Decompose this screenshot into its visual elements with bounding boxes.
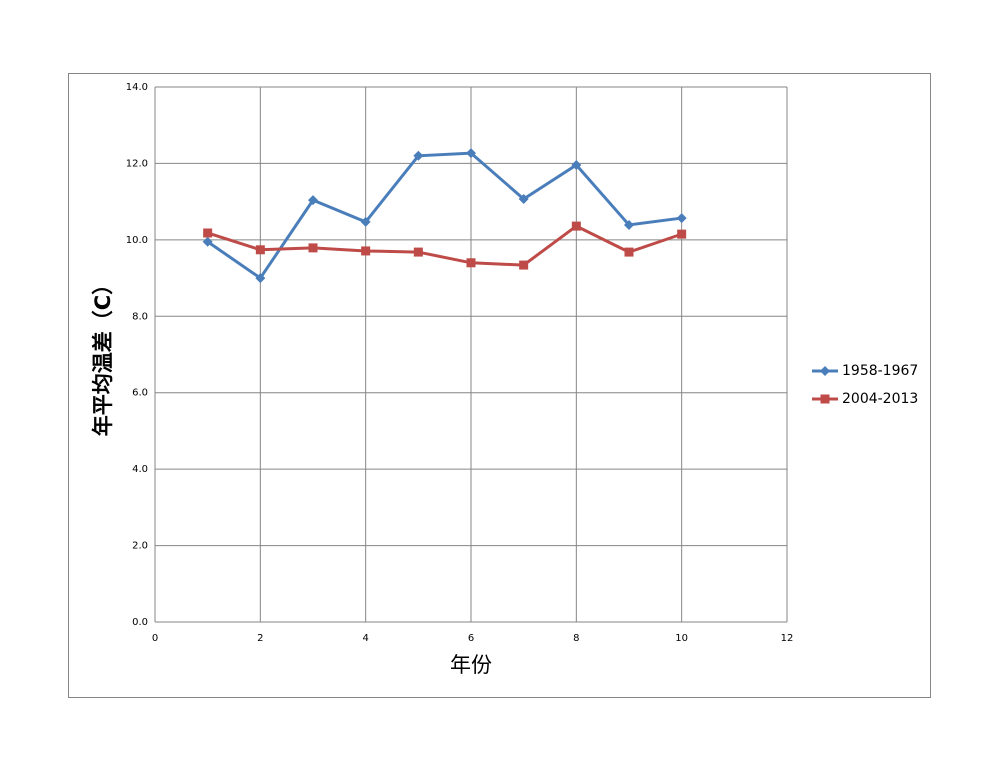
- legend-label: 1958-1967: [842, 363, 918, 379]
- data-point: [624, 247, 634, 257]
- series-line: [206, 151, 682, 281]
- data-point: [519, 260, 529, 270]
- data-point: [203, 228, 213, 238]
- data-point: [571, 159, 582, 170]
- y-tick-label: 0.0: [132, 617, 148, 628]
- x-tick-label: 10: [675, 633, 688, 644]
- series-line: [207, 224, 683, 267]
- y-tick-label: 14.0: [126, 82, 148, 93]
- data-point: [677, 229, 687, 239]
- data-point: [255, 245, 265, 255]
- legend-marker: [820, 366, 830, 376]
- chart-border: [68, 73, 931, 698]
- x-tick-label: 8: [573, 633, 579, 644]
- x-tick-label: 6: [468, 633, 474, 644]
- x-tick-label: 2: [257, 633, 263, 644]
- y-tick-label: 6.0: [132, 388, 148, 399]
- data-point: [518, 193, 529, 204]
- x-tick-label: 4: [362, 633, 368, 644]
- y-axis-title: 年平均温差（C）: [91, 274, 115, 436]
- y-tick-label: 4.0: [132, 464, 148, 475]
- data-point: [308, 195, 318, 206]
- data-point: [571, 221, 581, 231]
- y-tick-label: 2.0: [132, 541, 148, 552]
- data-point: [413, 247, 423, 257]
- data-point: [466, 148, 476, 159]
- legend-marker: [820, 394, 830, 404]
- x-tick-label: 12: [781, 633, 794, 644]
- data-point: [361, 246, 371, 256]
- y-tick-label: 10.0: [126, 235, 148, 246]
- data-point: [624, 219, 634, 230]
- legend-label: 2004-2013: [842, 391, 918, 407]
- data-point: [202, 236, 213, 247]
- x-axis-title: 年份: [450, 653, 492, 677]
- data-point: [413, 150, 424, 161]
- y-tick-label: 8.0: [132, 311, 148, 322]
- data-point: [676, 213, 687, 224]
- data-point: [255, 273, 266, 284]
- x-tick-label: 0: [152, 633, 158, 644]
- data-point: [308, 243, 318, 253]
- data-point: [360, 216, 371, 227]
- data-point: [466, 258, 476, 268]
- y-tick-label: 12.0: [126, 158, 148, 169]
